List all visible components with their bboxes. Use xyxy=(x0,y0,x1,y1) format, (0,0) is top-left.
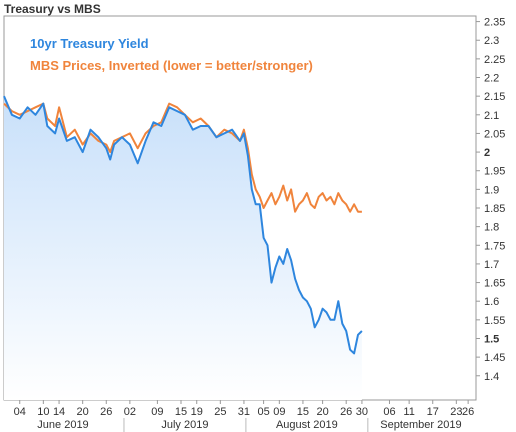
legend-entry: 10yr Treasury Yield xyxy=(30,36,149,51)
x-tick-label: 10 xyxy=(37,406,49,418)
y-tick-label: 1.5 xyxy=(484,333,499,345)
y-tick-label: 1.65 xyxy=(484,278,505,290)
x-tick-label: 09 xyxy=(273,406,285,418)
x-tick-label: 14 xyxy=(53,406,65,418)
y-tick-label: 2.05 xyxy=(484,128,505,140)
y-tick-label: 2.15 xyxy=(484,91,505,103)
x-tick-label: 26 xyxy=(462,406,474,418)
series-line-1 xyxy=(3,102,362,213)
x-tick-label: 31 xyxy=(238,406,250,418)
y-tick-label: 1.4 xyxy=(484,371,499,383)
y-tick-label: 1.7 xyxy=(484,259,499,271)
x-tick-label: 20 xyxy=(316,406,328,418)
y-tick-label: 1.75 xyxy=(484,240,505,252)
y-tick-label: 1.6 xyxy=(484,296,499,308)
y-tick-label: 2.25 xyxy=(484,54,505,66)
x-tick-label: 26 xyxy=(100,406,112,418)
x-tick-label: 19 xyxy=(191,406,203,418)
x-tick-label: 02 xyxy=(124,406,136,418)
y-tick-label: 1.55 xyxy=(484,315,505,327)
x-tick-label: 05 xyxy=(257,406,269,418)
legend-entry: MBS Prices, Inverted (lower = better/str… xyxy=(30,58,313,73)
x-tick-label: 04 xyxy=(14,406,26,418)
y-tick-label: 1.9 xyxy=(484,184,499,196)
month-label: August 2019 xyxy=(276,419,338,431)
y-tick-label: 2 xyxy=(484,147,490,159)
series-area-0 xyxy=(4,96,362,400)
x-tick-label: 15 xyxy=(297,406,309,418)
x-tick-label: 26 xyxy=(340,406,352,418)
x-tick-label: 06 xyxy=(383,406,395,418)
y-tick-label: 2.1 xyxy=(484,110,499,122)
y-tick-label: 2.35 xyxy=(484,17,505,29)
x-tick-label: 23 xyxy=(450,406,462,418)
month-label: June 2019 xyxy=(37,419,88,431)
y-tick-label: 1.8 xyxy=(484,222,499,234)
x-tick-label: 30 xyxy=(356,406,368,418)
series-line-0 xyxy=(3,95,363,355)
month-label: July 2019 xyxy=(161,419,208,431)
y-tick-label: 1.45 xyxy=(484,352,505,364)
y-tick-label: 1.85 xyxy=(484,203,505,215)
y-tick-label: 2.3 xyxy=(484,35,499,47)
chart-title: Treasury vs MBS xyxy=(4,2,101,16)
x-tick-label: 15 xyxy=(175,406,187,418)
month-label: September 2019 xyxy=(380,419,461,431)
y-tick-label: 2.2 xyxy=(484,73,499,85)
x-tick-label: 11 xyxy=(403,406,414,418)
x-tick-label: 09 xyxy=(151,406,163,418)
y-tick-label: 1.95 xyxy=(484,166,505,178)
x-tick-label: 17 xyxy=(427,406,439,418)
x-tick-label: 20 xyxy=(77,406,89,418)
x-tick-label: 25 xyxy=(214,406,226,418)
